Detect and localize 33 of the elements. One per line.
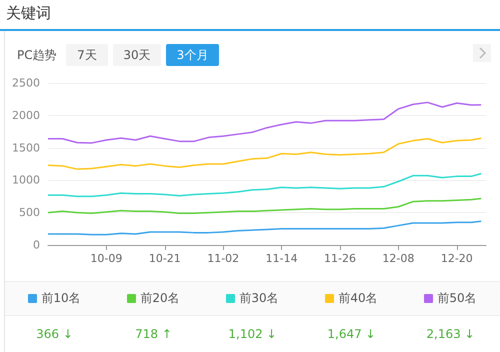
text: PC趋势 <box>17 47 57 64</box>
legend-label: 前30名 <box>238 290 280 307</box>
y-tick-label: 0 <box>33 238 40 252</box>
text: 366 ↓ <box>35 326 74 343</box>
y-tick-label: 2000 <box>12 108 40 122</box>
x-tick-label: 10-21 <box>148 252 181 265</box>
x-tick-label: 10-09 <box>90 252 122 265</box>
legend-label: 前50名 <box>436 290 478 307</box>
text: 1,102 ↓ <box>227 326 278 343</box>
text: 2,163 ↓ <box>425 326 476 343</box>
chart-title: 关键词 <box>6 4 51 23</box>
x-tick-label: 12-20 <box>440 252 473 265</box>
x-tick-label: 11-02 <box>207 252 240 265</box>
line-series <box>47 138 482 170</box>
legend-label: 前20名 <box>139 290 181 307</box>
y-tick-label: 1500 <box>12 141 40 154</box>
y-tick-label: 500 <box>19 206 40 220</box>
line-series <box>47 102 482 144</box>
text: 3个月 <box>166 44 219 66</box>
y-tick-label: 2500 <box>12 76 40 90</box>
x-tick-label: 12-08 <box>382 252 414 265</box>
y-tick-label: 1000 <box>12 174 40 187</box>
x-tick-label: 11-26 <box>324 252 356 265</box>
line-series <box>47 198 482 214</box>
text: 718 ↑ <box>134 326 173 343</box>
text: 1,647 ↓ <box>326 326 377 343</box>
line-series <box>47 172 482 198</box>
legend-label: 前40名 <box>337 290 379 307</box>
x-tick-label: 11-14 <box>266 252 298 265</box>
legend-label: 前10名 <box>40 290 82 307</box>
text: 30天 <box>113 44 161 66</box>
text: 7天 <box>66 44 108 66</box>
line-series <box>47 220 482 236</box>
